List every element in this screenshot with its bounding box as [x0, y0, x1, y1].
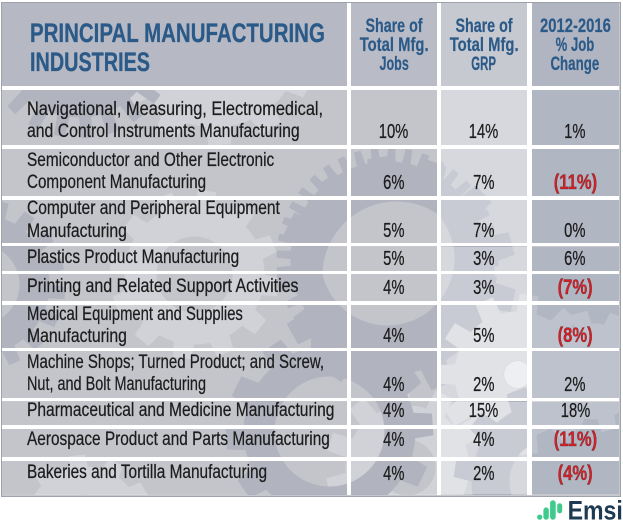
svg-text:Emsi: Emsi	[568, 495, 623, 522]
